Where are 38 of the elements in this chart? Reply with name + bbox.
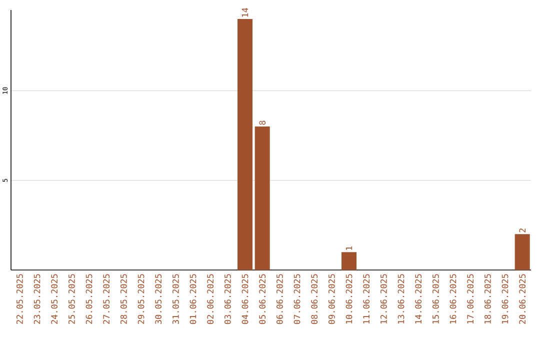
x-tick-label: 05.06.2025 <box>259 274 266 324</box>
bar <box>342 252 357 270</box>
x-tick-label: 20.06.2025 <box>519 274 526 324</box>
bar <box>238 18 253 270</box>
data-label: 1 <box>346 246 352 250</box>
x-tick-label: 07.06.2025 <box>294 274 300 324</box>
x-tick-label: 08.06.2025 <box>311 274 318 324</box>
x-tick-label: 25.05.2025 <box>68 274 75 324</box>
x-tick-label: 12.06.2025 <box>380 274 387 324</box>
x-tick-label: 02.06.2025 <box>207 274 214 324</box>
x-tick-label: 24.05.2025 <box>51 274 58 324</box>
x-tick-label: 14.06.2025 <box>415 274 422 324</box>
x-tick-label: 18.06.2025 <box>484 274 491 324</box>
x-tick-label: 26.05.2025 <box>86 274 92 324</box>
x-tick-label: 28.05.2025 <box>120 274 127 324</box>
data-label: 8 <box>259 120 266 125</box>
x-tick-label: 23.05.2025 <box>34 274 40 324</box>
x-tick-label: 06.06.2025 <box>276 274 283 324</box>
x-tick-label: 22.05.2025 <box>16 274 23 324</box>
x-tick-label: 19.06.2025 <box>502 274 508 324</box>
bar <box>514 234 530 270</box>
x-tick-label: 13.06.2025 <box>398 274 404 324</box>
x-tick-label: 31.05.2025 <box>172 274 179 324</box>
x-tick-label: 27.05.2025 <box>103 274 110 324</box>
bar <box>254 126 270 270</box>
x-tick-label: 29.05.2025 <box>138 274 144 324</box>
x-tick-label: 17.06.2025 <box>467 274 474 324</box>
x-tick-label: 16.06.2025 <box>450 274 456 324</box>
x-tick-label: 10.06.2025 <box>346 274 352 324</box>
data-label: 2 <box>519 228 526 232</box>
x-tick-label: 04.06.2025 <box>242 274 248 324</box>
x-tick-label: 01.06.2025 <box>190 274 196 324</box>
x-tick-label: 30.05.2025 <box>155 274 162 324</box>
x-tick-label: 15.06.2025 <box>432 274 439 324</box>
data-label: 14 <box>242 8 248 17</box>
x-tick-label: 11.06.2025 <box>363 274 370 324</box>
x-tick-label: 03.06.2025 <box>224 274 231 324</box>
x-tick-label: 09.06.2025 <box>328 274 335 324</box>
